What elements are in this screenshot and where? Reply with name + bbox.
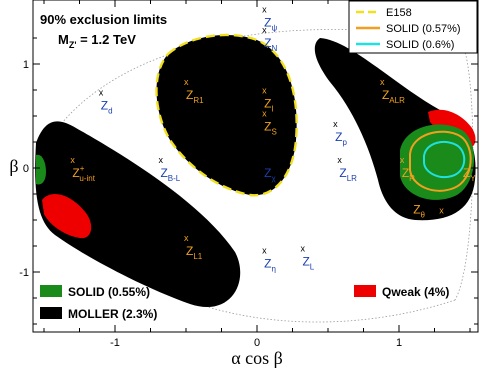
- model-eta: xZη: [262, 246, 276, 274]
- model-marker: x: [400, 155, 405, 165]
- model-marker: x: [439, 206, 444, 216]
- model-N: xZN: [262, 25, 277, 53]
- x-tick-label: 0: [254, 337, 260, 349]
- legend-tr-item: SOLID (0.57%): [356, 23, 461, 35]
- x-tick-label: 1: [396, 337, 402, 349]
- legend-label: SOLID (0.57%): [386, 23, 461, 35]
- model-marker: x: [70, 155, 75, 165]
- legend-label: SOLID (0.55%): [68, 285, 150, 299]
- model-L: xZL: [300, 244, 314, 272]
- model-marker: x: [380, 77, 385, 87]
- legend-bottom-item: SOLID (0.55%): [40, 285, 150, 299]
- model-p: xZp: [333, 119, 347, 147]
- chart-title: 90% exclusion limits: [40, 12, 167, 27]
- model-S: xZS: [262, 108, 277, 136]
- x-tick-label: -1: [110, 337, 120, 349]
- y-tick-label: 1: [23, 59, 29, 71]
- legend-swatch: [40, 307, 62, 319]
- y-tick-labels: -1 0 1: [19, 59, 29, 279]
- subtitle-suffix: = 1.2 TeV: [76, 32, 136, 47]
- model-marker: x: [300, 244, 305, 254]
- model-R: xZR: [400, 155, 415, 183]
- model-label: ZL1: [186, 244, 203, 261]
- model-marker: x: [262, 246, 267, 256]
- chart-subtitle: MZ' = 1.2 TeV: [58, 32, 136, 50]
- legend-label: Qweak (4%): [382, 285, 449, 299]
- model-label: ZL: [302, 255, 314, 272]
- solid-057-contour: [409, 130, 472, 192]
- model-label: ZALR: [382, 88, 405, 105]
- model-label: ZR: [402, 166, 415, 183]
- y-tick-label: -1: [19, 267, 29, 279]
- legend-label: MOLLER (2.3%): [68, 307, 157, 321]
- model-marker: x: [262, 108, 267, 118]
- x-tick-labels: -1 0 1: [110, 337, 402, 349]
- legend-swatch: [40, 285, 62, 297]
- model-I: xZI: [262, 86, 274, 114]
- model-label: ZY: [463, 166, 476, 183]
- model-label: Zψ: [264, 15, 277, 32]
- legend-swatch: [354, 285, 376, 297]
- solid-055-region-right: [400, 124, 475, 200]
- subtitle-prefix: M: [58, 32, 69, 47]
- legend-label: SOLID (0.6%): [386, 39, 454, 51]
- model-chi: xZχ: [262, 155, 276, 183]
- legend-label: E158: [386, 7, 412, 19]
- model-label: Zη: [264, 257, 276, 274]
- model-d: xZd: [99, 88, 113, 116]
- legend-bottom: SOLID (0.55%) MOLLER (2.3%) Qweak (4%): [40, 285, 449, 321]
- x-axis-title: α cos β: [231, 348, 283, 368]
- model-psi: xZψ: [262, 4, 277, 32]
- model-label: ZB-L: [160, 166, 180, 183]
- boundary-ellipse: [35, 29, 474, 323]
- e158-contour: [155, 33, 298, 197]
- model-label: Zp: [335, 130, 347, 147]
- model-marker: x: [262, 155, 267, 165]
- moller-region-center: [156, 34, 297, 196]
- model-label: Zχ: [264, 166, 276, 183]
- solid-055-region-left: [36, 154, 46, 185]
- model-u-int: xZ+ u-int: [70, 155, 95, 183]
- model-Y: xZY: [463, 166, 476, 183]
- legend-bottom-item: Qweak (4%): [354, 285, 449, 299]
- model-marker: x: [262, 86, 267, 96]
- model-marker: x: [99, 88, 104, 98]
- model-label: Zθ: [413, 203, 425, 220]
- y-axis-title: β: [9, 156, 18, 176]
- model-theta: x Zθ: [413, 203, 444, 220]
- model-marker: x: [333, 119, 338, 129]
- subtitle-subscript: Z': [69, 40, 77, 50]
- model-label: Z+ u-int: [72, 164, 95, 183]
- qweak-region-left: [42, 194, 92, 239]
- model-marker: x: [158, 155, 163, 165]
- model-marker: x: [184, 77, 189, 87]
- moller-region-left: [35, 121, 241, 307]
- model-marker: x: [337, 155, 342, 165]
- legend-bottom-item: MOLLER (2.3%): [40, 307, 157, 321]
- legend-tr-item: SOLID (0.6%): [356, 39, 454, 51]
- model-marker: x: [262, 4, 267, 14]
- model-label: ZN: [264, 36, 277, 53]
- y-tick-label: 0: [23, 163, 29, 175]
- legend-top-right: E158 SOLID (0.57%) SOLID (0.6%): [348, 0, 478, 54]
- model-marker: x: [262, 25, 267, 35]
- model-label: ZR1: [186, 88, 204, 105]
- model-marker: x: [184, 233, 189, 243]
- solid-06-contour: [423, 140, 466, 178]
- legend-tr-item: E158: [356, 7, 412, 19]
- model-label: Zd: [101, 99, 113, 116]
- model-label: ZI: [264, 97, 274, 114]
- model-B-L: xZB-L: [158, 155, 180, 183]
- model-label: ZLR: [339, 166, 357, 183]
- model-label: ZS: [264, 119, 277, 136]
